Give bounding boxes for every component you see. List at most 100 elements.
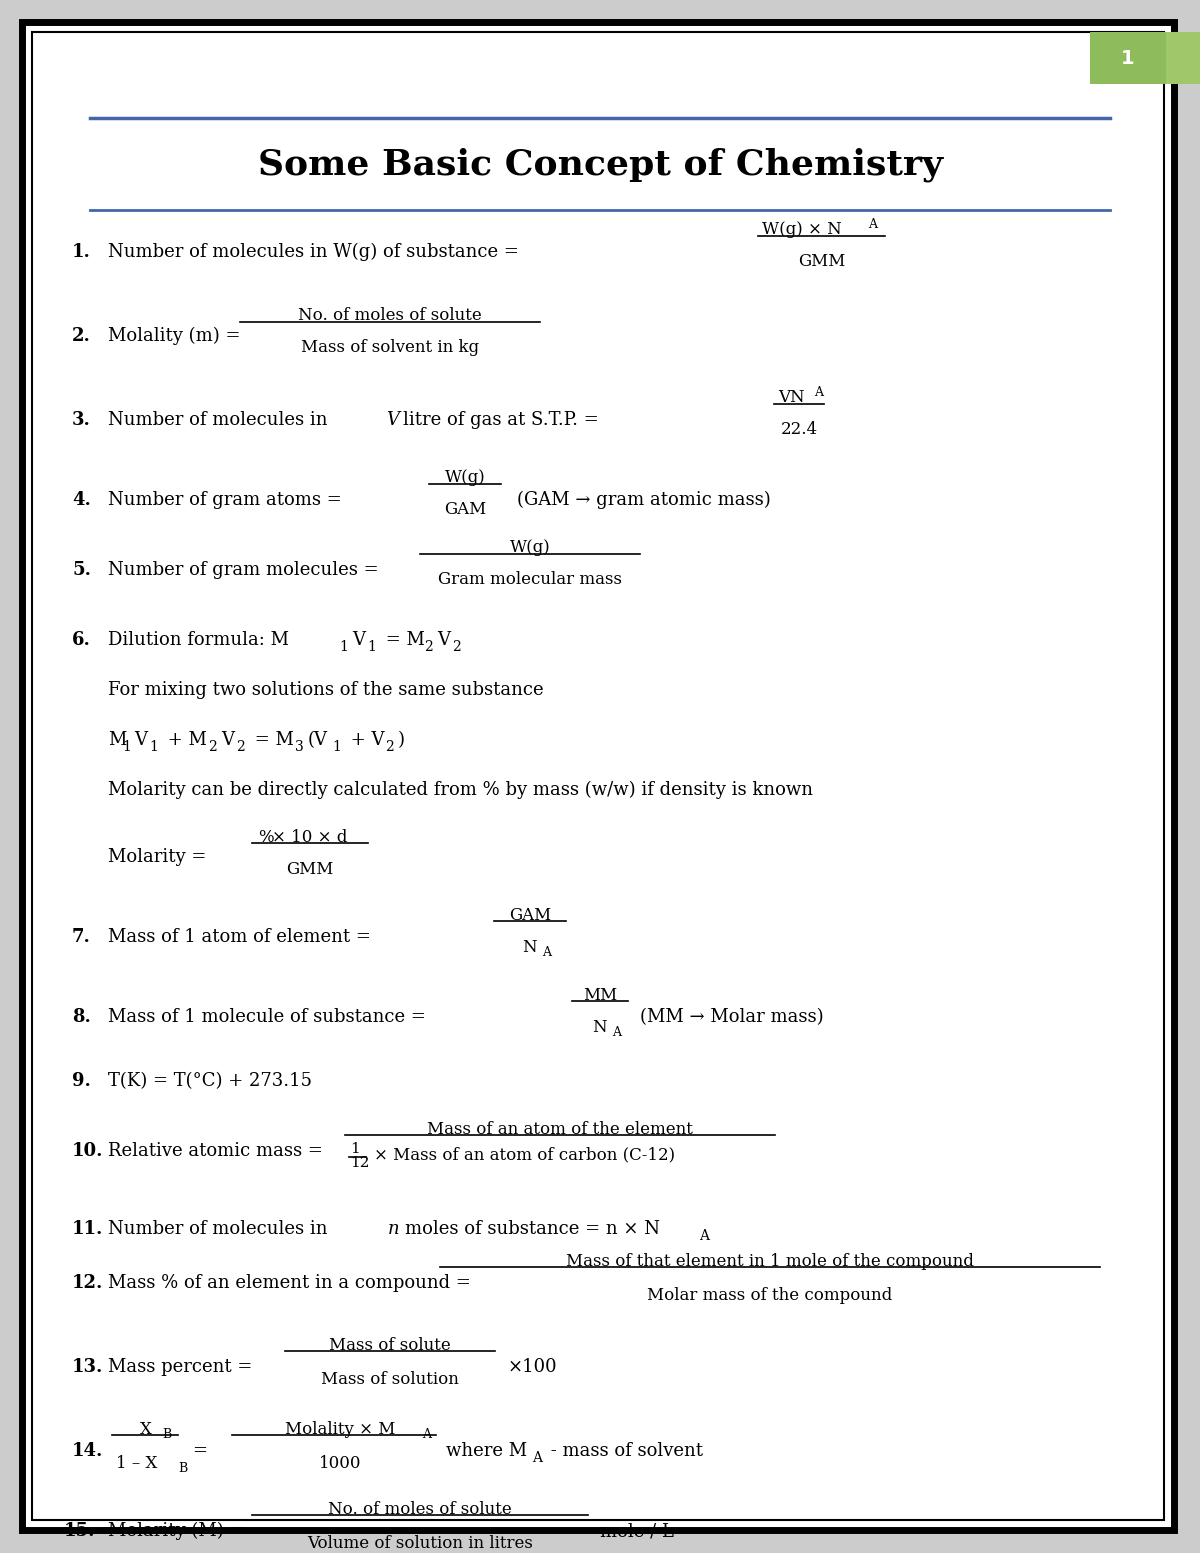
Text: Gram molecular mass: Gram molecular mass — [438, 572, 622, 589]
Text: A: A — [612, 1027, 622, 1039]
Text: Molar mass of the compound: Molar mass of the compound — [647, 1286, 893, 1303]
Text: 1.: 1. — [72, 242, 91, 261]
Text: GMM: GMM — [287, 860, 334, 877]
Text: Mass of solvent in kg: Mass of solvent in kg — [301, 340, 479, 357]
Text: × 10 × d: × 10 × d — [272, 828, 348, 845]
Text: No. of moles of solute: No. of moles of solute — [298, 307, 482, 325]
Text: (GAM → gram atomic mass): (GAM → gram atomic mass) — [517, 491, 770, 509]
Text: Volume of solution in litres: Volume of solution in litres — [307, 1534, 533, 1551]
Text: n: n — [388, 1221, 400, 1238]
Text: 1: 1 — [350, 1141, 360, 1155]
Text: Mass of solute: Mass of solute — [329, 1337, 451, 1354]
Text: 2: 2 — [424, 640, 433, 654]
Text: 11.: 11. — [72, 1221, 103, 1238]
Text: T(K) = T(°C) + 273.15: T(K) = T(°C) + 273.15 — [108, 1072, 312, 1090]
Text: × Mass of an atom of carbon (C-12): × Mass of an atom of carbon (C-12) — [374, 1146, 676, 1163]
Text: A: A — [422, 1427, 431, 1441]
Text: Number of gram atoms =: Number of gram atoms = — [108, 491, 342, 509]
Text: 1: 1 — [1121, 48, 1135, 67]
Text: 9.: 9. — [72, 1072, 91, 1090]
Text: 1000: 1000 — [319, 1455, 361, 1472]
Text: 6.: 6. — [72, 631, 91, 649]
Text: A: A — [814, 387, 823, 399]
Text: 15.: 15. — [64, 1522, 96, 1541]
Text: = M: = M — [250, 731, 294, 749]
Text: %: % — [258, 828, 274, 845]
Text: 2.: 2. — [72, 328, 91, 345]
Text: + V: + V — [346, 731, 384, 749]
Text: 4.: 4. — [72, 491, 91, 509]
Text: 10.: 10. — [72, 1141, 103, 1160]
Text: where M: where M — [446, 1443, 527, 1460]
Text: M: M — [108, 731, 126, 749]
Text: For mixing two solutions of the same substance: For mixing two solutions of the same sub… — [108, 682, 544, 699]
Text: 1 – X: 1 – X — [116, 1455, 157, 1472]
Text: 2: 2 — [385, 739, 394, 755]
Text: - mass of solvent: - mass of solvent — [545, 1443, 703, 1460]
Text: V: V — [386, 412, 398, 429]
Text: GAM: GAM — [509, 907, 551, 924]
Text: Mass of solution: Mass of solution — [322, 1370, 458, 1387]
Text: V: V — [134, 731, 148, 749]
Text: ×100: ×100 — [508, 1357, 558, 1376]
Text: N: N — [592, 1019, 607, 1036]
Text: Some Basic Concept of Chemistry: Some Basic Concept of Chemistry — [258, 148, 942, 182]
Text: 1: 1 — [367, 640, 376, 654]
Text: GMM: GMM — [798, 253, 846, 270]
Text: GAM: GAM — [444, 502, 486, 519]
Text: Number of gram molecules =: Number of gram molecules = — [108, 561, 379, 579]
Text: V: V — [352, 631, 365, 649]
Text: Mass % of an element in a compound =: Mass % of an element in a compound = — [108, 1273, 470, 1292]
Text: 1: 1 — [340, 640, 348, 654]
Text: = M: = M — [380, 631, 425, 649]
Text: 2: 2 — [208, 739, 217, 755]
Text: V: V — [221, 731, 234, 749]
Text: Mass of that element in 1 mole of the compound: Mass of that element in 1 mole of the co… — [566, 1253, 974, 1269]
Text: Molarity (M) =: Molarity (M) = — [108, 1522, 245, 1541]
Text: 12.: 12. — [72, 1273, 103, 1292]
Text: Molality (m) =: Molality (m) = — [108, 326, 240, 345]
Text: A: A — [542, 946, 551, 960]
Text: Molality × M: Molality × M — [284, 1421, 395, 1438]
Text: 22.4: 22.4 — [780, 421, 817, 438]
Text: X: X — [140, 1421, 152, 1438]
Text: 2: 2 — [236, 739, 245, 755]
Text: Number of molecules in: Number of molecules in — [108, 412, 328, 429]
Text: (V: (V — [308, 731, 328, 749]
Text: A: A — [868, 217, 877, 230]
Text: moles of substance = n × N: moles of substance = n × N — [406, 1221, 660, 1238]
Text: 5.: 5. — [72, 561, 91, 579]
Text: mole / L: mole / L — [600, 1522, 674, 1541]
Text: Mass of 1 atom of element =: Mass of 1 atom of element = — [108, 929, 371, 946]
Text: B: B — [162, 1427, 172, 1441]
Text: W(g) × N: W(g) × N — [762, 222, 841, 239]
Text: 1: 1 — [332, 739, 341, 755]
Bar — [1090, 33, 1166, 84]
Text: 3: 3 — [295, 739, 304, 755]
Text: N: N — [522, 938, 536, 955]
Text: 14.: 14. — [72, 1443, 103, 1460]
Text: VN: VN — [778, 390, 805, 407]
Text: Mass of 1 molecule of substance =: Mass of 1 molecule of substance = — [108, 1008, 426, 1027]
Text: =: = — [192, 1443, 208, 1460]
Text: 12: 12 — [350, 1155, 370, 1169]
Text: 1: 1 — [122, 739, 131, 755]
Text: Mass percent =: Mass percent = — [108, 1357, 252, 1376]
Text: Dilution formula: M: Dilution formula: M — [108, 631, 289, 649]
Text: 7.: 7. — [72, 929, 91, 946]
Text: A: A — [532, 1451, 542, 1464]
Text: Molarity =: Molarity = — [108, 848, 206, 867]
Text: Number of molecules in W(g) of substance =: Number of molecules in W(g) of substance… — [108, 242, 518, 261]
Text: B: B — [178, 1463, 187, 1475]
Text: A: A — [698, 1228, 709, 1242]
Text: Mass of an atom of the element: Mass of an atom of the element — [427, 1121, 692, 1137]
Text: Relative atomic mass =: Relative atomic mass = — [108, 1141, 323, 1160]
Text: ): ) — [398, 731, 406, 749]
Bar — [1166, 33, 1200, 84]
Text: + M: + M — [162, 731, 206, 749]
Text: V: V — [437, 631, 450, 649]
Text: W(g): W(g) — [510, 539, 551, 556]
Text: 3.: 3. — [72, 412, 91, 429]
Text: (MM → Molar mass): (MM → Molar mass) — [640, 1008, 823, 1027]
Text: Molarity can be directly calculated from % by mass (w/w) if density is known: Molarity can be directly calculated from… — [108, 781, 814, 800]
